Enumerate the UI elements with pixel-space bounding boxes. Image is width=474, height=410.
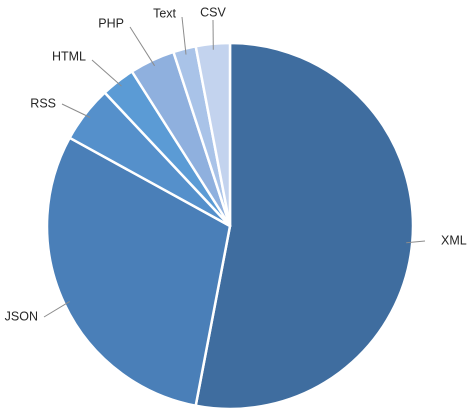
- slice-label-text: Text: [153, 6, 176, 20]
- leader-line-json: [43, 300, 71, 318]
- leader-line-text: [181, 16, 187, 55]
- leader-line-html: [91, 59, 122, 87]
- slice-label-rss: RSS: [30, 96, 56, 110]
- pie-slice-json: [45, 136, 232, 408]
- slice-label-xml: XML: [441, 233, 467, 247]
- leader-line-php: [129, 26, 156, 67]
- pie-leader-lines: [43, 16, 426, 318]
- pie-labels: XML JSON RSS HTML PHP Text CSV: [5, 5, 467, 323]
- slice-label-csv: CSV: [200, 5, 226, 19]
- slice-label-html: HTML: [52, 49, 86, 63]
- pie-slice-xml: [194, 41, 415, 410]
- leader-line-rss: [61, 103, 91, 118]
- leader-line-xml: [406, 240, 426, 244]
- slice-label-json: JSON: [5, 309, 38, 323]
- slice-label-php: PHP: [98, 16, 124, 30]
- pie-slices: [45, 41, 415, 410]
